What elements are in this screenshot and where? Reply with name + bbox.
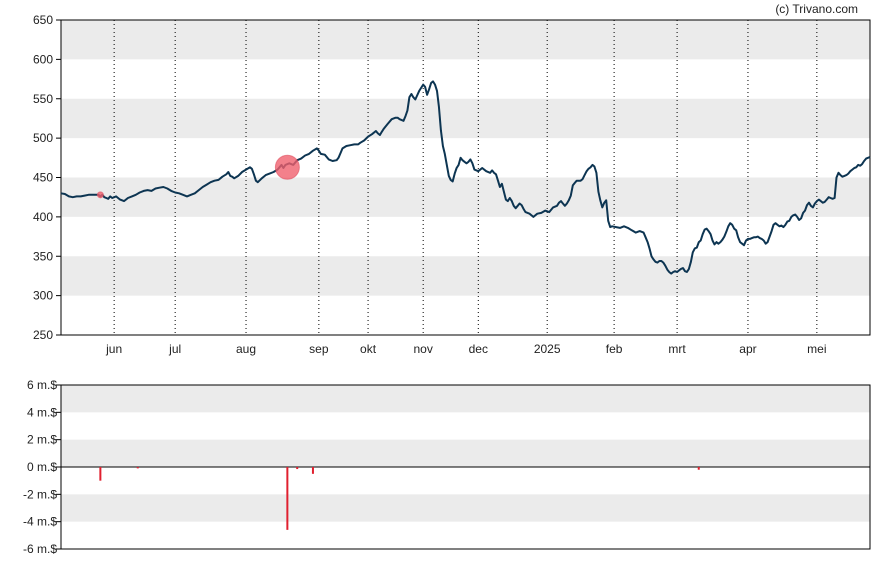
insider-bar: [99, 467, 102, 481]
grid-band: [61, 20, 870, 60]
grid-band: [61, 494, 870, 522]
price-chart-panel: jun jul aug sep okt nov dec 2025 feb mrt apr mei 250…: [33, 13, 871, 356]
grid-band: [61, 177, 870, 217]
y-tick-label: 500: [33, 131, 53, 145]
insider-bar: [136, 467, 139, 469]
y-tick-label: 600: [33, 52, 53, 66]
x-tick-label: jun: [105, 342, 122, 356]
grid-band: [61, 385, 870, 413]
y-tick-label: 6 m.$: [27, 378, 57, 392]
y-tick-label: 650: [33, 13, 53, 27]
insider-trade-marker: [274, 154, 300, 180]
insider-bar: [296, 467, 299, 470]
x-tick-label: mrt: [668, 342, 686, 356]
y-tick-label: 450: [33, 171, 53, 185]
x-tick-label: nov: [414, 342, 433, 356]
x-tick-label: feb: [606, 342, 623, 356]
y-tick-label: 300: [33, 289, 53, 303]
y-tick-label: 4 m.$: [27, 405, 57, 419]
grid-band: [61, 439, 870, 467]
copyright-text: (c) Trivano.com: [775, 2, 858, 16]
y-tick-label: 350: [33, 249, 53, 263]
insider-bar: [697, 467, 700, 470]
insider-trade-marker: [96, 191, 104, 199]
insider-bar: [286, 467, 289, 530]
x-tick-label: 2025: [534, 342, 561, 356]
y-tick-label: -6 m.$: [23, 542, 57, 556]
x-tick-label: sep: [309, 342, 329, 356]
y-tick-label: -2 m.$: [23, 487, 57, 501]
plot-frame: [60, 19, 871, 336]
x-tick-label: apr: [739, 342, 756, 356]
x-tick-label: jul: [168, 342, 181, 356]
y-tick-label: 250: [33, 328, 53, 342]
x-tick-label: dec: [469, 342, 488, 356]
grid-band: [61, 98, 870, 139]
y-tick-label: 550: [33, 92, 53, 106]
y-tick-label: 2 m.$: [27, 433, 57, 447]
y-tick-label: 0 m.$: [27, 460, 57, 474]
y-tick-label: 400: [33, 210, 53, 224]
insider-chart-panel: 6 m.$ 4 m.$ 2 m.$ 0 m.$ -2 m.$ -4 m.$ -6 m.$: [23, 378, 871, 556]
y-tick-label: -4 m.$: [23, 515, 57, 529]
insider-bar: [311, 467, 314, 474]
x-tick-label: aug: [236, 342, 256, 356]
x-tick-label: okt: [360, 342, 377, 356]
grid-band: [61, 256, 870, 296]
x-tick-label: mei: [807, 342, 826, 356]
price-series-line: [60, 80, 871, 275]
